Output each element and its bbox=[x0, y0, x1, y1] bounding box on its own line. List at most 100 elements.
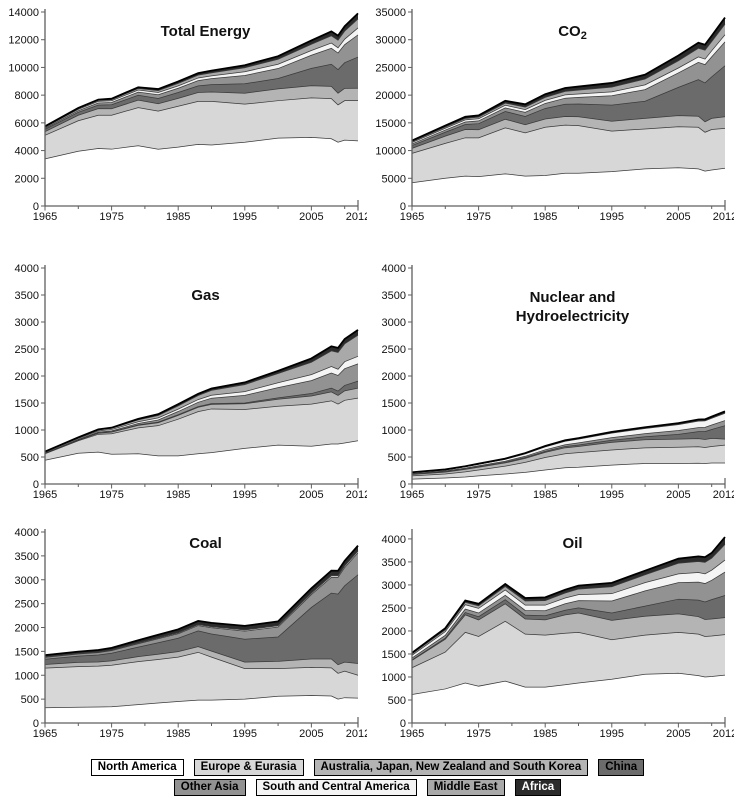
total-top-line bbox=[44, 329, 359, 453]
series-boundary-line bbox=[411, 34, 726, 143]
y-tick-label: 8000 bbox=[15, 90, 39, 102]
y-tick-label: 1500 bbox=[382, 649, 406, 661]
x-tick-label: 1985 bbox=[533, 489, 557, 501]
total-top-line bbox=[44, 545, 359, 656]
area-south-and-central-america bbox=[412, 560, 725, 659]
y-tick-label: 0 bbox=[400, 201, 406, 213]
y-tick-label: 0 bbox=[400, 718, 406, 730]
axes: 0 500 1000 1500 2000 2500 3000 3500 4000 1965 1975… bbox=[382, 529, 734, 740]
x-tick-label: 1975 bbox=[466, 728, 490, 740]
area-china bbox=[412, 595, 725, 661]
x-tick-label: 2012 bbox=[346, 489, 367, 501]
y-tick-label: 5000 bbox=[382, 173, 406, 185]
chart-cell-3: 0 500 1000 1500 2000 2500 3000 3500 4000 1965 1975… bbox=[367, 240, 735, 502]
y-tick-label: 3000 bbox=[15, 575, 39, 587]
x-tick-label: 1985 bbox=[166, 211, 190, 223]
x-tick-label: 2012 bbox=[346, 211, 367, 223]
y-tick-label: 1500 bbox=[382, 398, 406, 410]
area-other-asia bbox=[412, 420, 725, 475]
chart-title: CO2 bbox=[558, 23, 587, 42]
y-tick-label: 30000 bbox=[375, 35, 406, 47]
total-top-line bbox=[411, 536, 726, 654]
y-tick-label: 500 bbox=[388, 452, 406, 464]
x-tick-label: 1995 bbox=[233, 489, 257, 501]
chart-title: Hydroelectricity bbox=[516, 308, 630, 325]
legend-item-north-america: North America bbox=[90, 759, 184, 776]
y-tick-label: 0 bbox=[33, 201, 39, 213]
series-boundary-line bbox=[411, 571, 726, 659]
series-boundary-line bbox=[411, 672, 726, 695]
x-tick-label: 1985 bbox=[166, 728, 190, 740]
x-tick-label: 1985 bbox=[166, 489, 190, 501]
y-tick-label: 4000 bbox=[382, 534, 406, 546]
x-tick-label: 2012 bbox=[713, 211, 734, 223]
legend-item-south-and-central-america: South and Central America bbox=[255, 779, 417, 796]
chart-coal: 0 500 1000 1500 2000 2500 3000 3500 4000 1965 1975… bbox=[15, 527, 367, 740]
chart-cell-2: 0 500 1000 1500 2000 2500 3000 3500 4000 1965 1975… bbox=[0, 240, 367, 502]
y-tick-label: 2000 bbox=[15, 623, 39, 635]
area-north-america bbox=[412, 673, 725, 723]
y-tick-label: 6000 bbox=[15, 118, 39, 130]
chart-title: Coal bbox=[189, 535, 222, 552]
area-north-america bbox=[45, 695, 358, 723]
x-tick-label: 1975 bbox=[99, 489, 123, 501]
series-boundary-line bbox=[411, 620, 726, 669]
chart-cell-0: 0 2000 4000 6000 8000 10000 12000 14000 1965 1975… bbox=[0, 0, 367, 240]
total-top-line bbox=[44, 12, 359, 128]
series-boundary-line bbox=[44, 646, 359, 666]
x-tick-label: 1985 bbox=[533, 211, 557, 223]
y-tick-label: 2500 bbox=[382, 603, 406, 615]
x-tick-label: 1965 bbox=[400, 728, 424, 740]
chart-nuclear-and-hydroelectricity: 0 500 1000 1500 2000 2500 3000 3500 4000 1965 1975… bbox=[382, 263, 734, 501]
x-tick-label: 1995 bbox=[233, 211, 257, 223]
legend-row-1: North America Europe & Eurasia Australia, … bbox=[90, 759, 645, 776]
series-boundary-line bbox=[411, 462, 725, 480]
area-china bbox=[45, 574, 358, 665]
series-boundary-line bbox=[44, 56, 359, 130]
legend-item-europe-eurasia: Europe & Eurasia bbox=[193, 759, 304, 776]
y-tick-label: 20000 bbox=[375, 90, 406, 102]
chart-cell-5: 0 500 1000 1500 2000 2500 3000 3500 4000 1965 1975… bbox=[367, 502, 735, 757]
y-tick-label: 0 bbox=[400, 479, 406, 491]
series-boundary-line bbox=[44, 355, 359, 453]
x-tick-label: 1995 bbox=[233, 728, 257, 740]
series-boundary-line bbox=[411, 41, 726, 145]
y-tick-label: 3500 bbox=[15, 290, 39, 302]
area-north-america bbox=[45, 440, 358, 484]
area-europe-eurasia bbox=[45, 652, 358, 708]
y-tick-label: 0 bbox=[33, 479, 39, 491]
axes: 0 500 1000 1500 2000 2500 3000 3500 4000 1965 1975… bbox=[382, 263, 734, 501]
area-europe-eurasia bbox=[412, 445, 725, 480]
y-tick-label: 2500 bbox=[15, 599, 39, 611]
y-tick-label: 3500 bbox=[382, 290, 406, 302]
area-europe-eurasia bbox=[45, 398, 358, 461]
y-tick-label: 1000 bbox=[382, 672, 406, 684]
y-tick-label: 2500 bbox=[15, 344, 39, 356]
y-tick-label: 500 bbox=[21, 694, 39, 706]
series-boundary-line bbox=[44, 34, 359, 129]
y-tick-label: 3000 bbox=[382, 317, 406, 329]
series-boundary-line bbox=[411, 559, 726, 656]
legend-item-other-asia: Other Asia bbox=[173, 779, 246, 796]
series-boundary-line bbox=[44, 440, 359, 461]
x-tick-label: 2005 bbox=[299, 489, 323, 501]
x-tick-label: 1965 bbox=[400, 489, 424, 501]
series-boundary-line bbox=[44, 574, 359, 660]
y-tick-label: 2500 bbox=[382, 344, 406, 356]
total-top-line bbox=[411, 410, 726, 474]
series-boundary-line bbox=[44, 651, 359, 676]
series-boundary-line bbox=[411, 425, 726, 475]
chart-cell-4: 0 500 1000 1500 2000 2500 3000 3500 4000 1965 1975… bbox=[0, 502, 367, 757]
x-tick-label: 2005 bbox=[666, 211, 690, 223]
total-top-line bbox=[411, 17, 726, 142]
charts-grid: 0 2000 4000 6000 8000 10000 12000 14000 1965 1975… bbox=[0, 0, 735, 757]
axes: 0 5000 10000 15000 20000 25000 30000 35000 1965 1… bbox=[375, 7, 734, 223]
legend-item-africa: Africa bbox=[514, 779, 562, 796]
x-tick-label: 1975 bbox=[99, 728, 123, 740]
chart-co: 0 5000 10000 15000 20000 25000 30000 35000 1965 1… bbox=[375, 7, 734, 223]
area-other-asia bbox=[412, 572, 725, 660]
x-tick-label: 2005 bbox=[299, 728, 323, 740]
y-tick-label: 3500 bbox=[382, 557, 406, 569]
chart-title: Total Energy bbox=[161, 23, 251, 40]
x-tick-label: 2012 bbox=[713, 489, 734, 501]
